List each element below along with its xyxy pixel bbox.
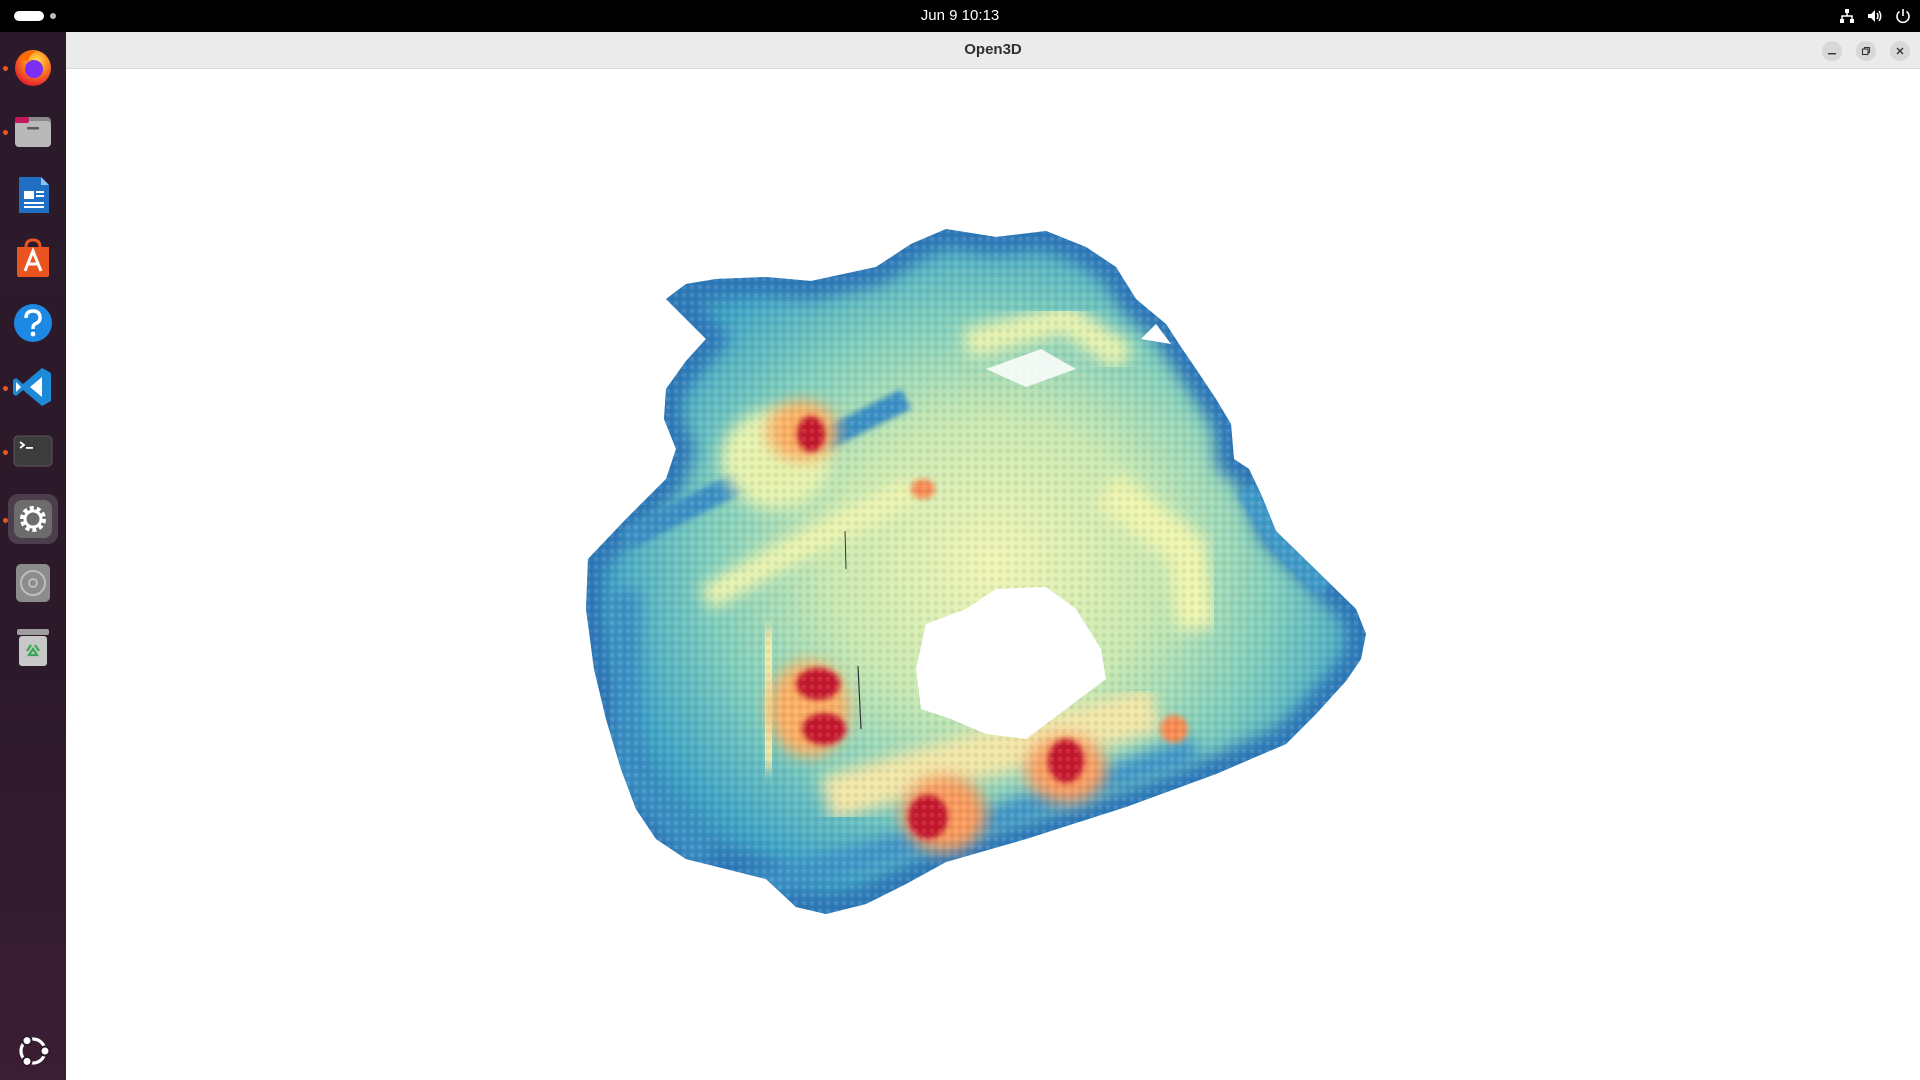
files-icon [15,117,51,147]
network-icon[interactable] [1838,7,1856,25]
dock-item-app-center[interactable] [8,234,58,284]
running-indicator [3,450,8,455]
dock-item-trash[interactable] [8,622,58,672]
dock-item-disc[interactable] [8,558,58,608]
close-icon [1896,47,1904,55]
system-tray[interactable] [1838,0,1912,32]
dock-item-writer[interactable] [8,170,58,220]
running-indicator [3,386,8,391]
window-titlebar[interactable]: Open3D [66,32,1920,69]
settings-icon [14,500,52,538]
dock-item-help[interactable] [8,298,58,348]
point-cloud-render[interactable] [66,69,1920,1080]
restore-icon [1861,46,1871,56]
vscode-icon [13,368,51,406]
dock-item-files[interactable] [8,106,58,156]
firefox-icon [15,50,51,86]
3d-viewport[interactable] [66,69,1920,1080]
dock-item-terminal[interactable] [8,426,58,476]
dock-item-vscode[interactable] [8,362,58,412]
clock-label[interactable]: Jun 9 10:13 [920,7,1000,24]
optical-disc-icon [16,564,50,602]
top-bar: Jun 9 10:13 [0,0,1920,32]
running-indicator [3,66,8,71]
clock[interactable]: Jun 9 10:13 [0,0,1920,32]
restore-button[interactable] [1856,41,1876,61]
open3d-window: Open3D [66,32,1920,1080]
workspace-indicator [50,13,56,19]
libreoffice-writer-icon [19,177,49,213]
volume-icon[interactable] [1866,7,1884,25]
minimize-button[interactable] [1822,41,1842,61]
minimize-icon [1828,53,1836,55]
terminal-icon [13,435,53,467]
window-title: Open3D [964,41,1022,58]
activities-button[interactable] [14,11,56,21]
show-apps-button[interactable] [8,1026,58,1076]
dock-item-firefox[interactable] [8,42,58,92]
dock [0,32,66,1080]
ubuntu-logo-icon [19,1035,51,1067]
trash-icon [17,629,49,666]
help-icon [14,304,52,342]
running-indicator [3,518,8,523]
app-center-icon [17,238,49,277]
close-button[interactable] [1890,41,1910,61]
dock-item-settings[interactable] [8,494,58,544]
workspace-indicator-active [14,11,44,21]
running-indicator [3,130,8,135]
power-icon[interactable] [1894,7,1912,25]
